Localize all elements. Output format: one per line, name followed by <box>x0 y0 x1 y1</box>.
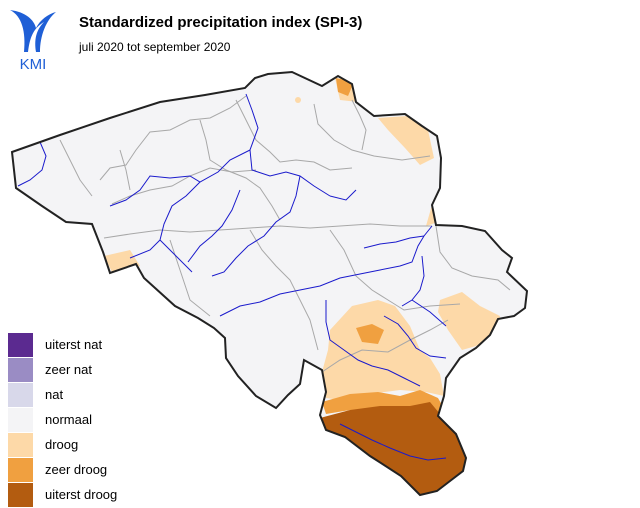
logo-text: KMI <box>20 56 47 72</box>
legend-label: normaal <box>45 412 92 427</box>
legend-swatch <box>8 458 33 482</box>
map-title: Standardized precipitation index (SPI-3) <box>79 14 363 31</box>
legend-swatch <box>8 483 33 507</box>
legend-label: nat <box>45 387 64 402</box>
legend-swatch <box>8 408 33 432</box>
country-border <box>10 70 529 497</box>
legend-label: uiterst droog <box>45 487 118 502</box>
legend-label: zeer droog <box>45 462 108 477</box>
legend-label: zeer nat <box>45 362 92 377</box>
rivers <box>17 93 447 461</box>
kmi-logo: KMI <box>6 6 60 73</box>
legend-swatch <box>8 383 33 407</box>
legend-label: droog <box>45 437 79 452</box>
logo-wave-icon <box>10 10 56 52</box>
legend-swatch <box>8 358 33 382</box>
legend-swatch <box>8 333 33 357</box>
legend-label: uiterst nat <box>45 337 103 352</box>
legend-swatch <box>8 433 33 457</box>
map-subtitle: juli 2020 tot september 2020 <box>79 40 231 54</box>
zone-uiterst-droog <box>320 402 466 495</box>
